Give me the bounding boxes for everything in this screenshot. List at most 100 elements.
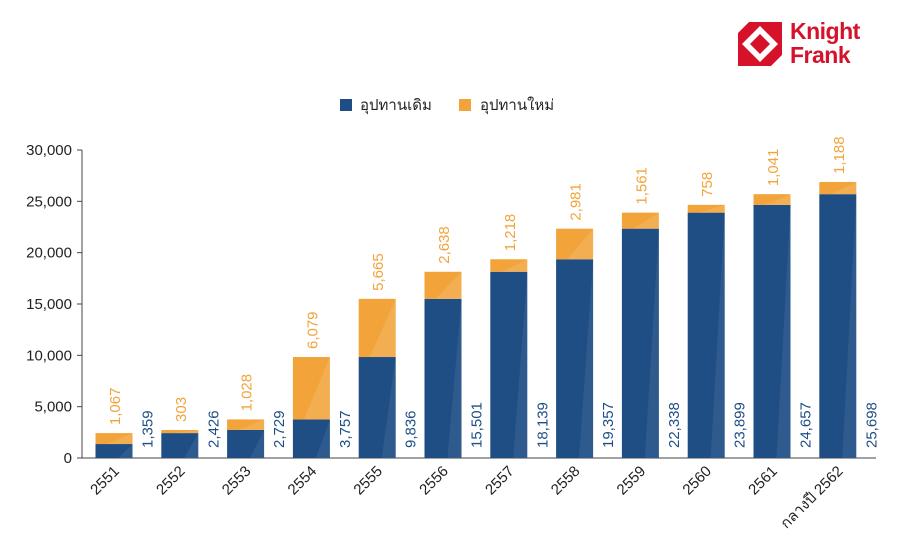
data-label-new: 2,981 xyxy=(568,183,585,221)
bar-existing xyxy=(819,194,857,458)
x-tick-label: 2553 xyxy=(219,463,255,499)
bar-new xyxy=(621,212,659,229)
bar-new-sheen xyxy=(435,271,462,299)
bar-new-sheen xyxy=(501,259,528,272)
bar-new-sheen xyxy=(633,212,659,229)
data-label-existing: 18,139 xyxy=(534,402,551,448)
bar-new xyxy=(490,259,528,272)
bar-new-sheen xyxy=(172,429,199,434)
bar-new-sheen xyxy=(106,433,133,445)
bar-existing-sheen xyxy=(579,259,594,458)
y-tick-label: 20,000 xyxy=(26,245,72,262)
bar-new xyxy=(227,419,265,430)
bar-existing-sheen xyxy=(184,433,199,458)
bar-existing xyxy=(687,212,725,458)
bar-existing-sheen xyxy=(776,204,791,458)
data-label-new: 6,079 xyxy=(304,311,321,349)
x-tick-label: 2559 xyxy=(614,463,650,499)
data-label-new: 5,665 xyxy=(370,253,387,291)
x-tick-label: 2557 xyxy=(482,463,518,499)
bar-new xyxy=(819,181,857,195)
data-label-new: 758 xyxy=(699,172,716,197)
bar-existing-sheen xyxy=(250,429,265,458)
y-tick-label: 25,000 xyxy=(26,193,72,210)
bar-existing-sheen xyxy=(447,298,462,458)
y-tick-label: 10,000 xyxy=(26,347,72,364)
bar-new xyxy=(687,204,725,213)
bar-new xyxy=(161,429,199,434)
bar-existing xyxy=(292,419,330,458)
x-tick-label: กลางปี 2562 xyxy=(777,463,846,532)
x-tick-label: 2558 xyxy=(548,463,584,499)
y-tick-label: 15,000 xyxy=(26,296,72,313)
legend-label-existing: อุปทานเดิม xyxy=(360,96,432,115)
data-label-existing: 1,359 xyxy=(140,410,157,448)
data-label-new: 303 xyxy=(173,397,190,422)
bar-existing-sheen xyxy=(842,194,857,458)
bar-new xyxy=(753,194,791,205)
data-label-existing: 19,357 xyxy=(600,402,617,448)
data-label-existing: 25,698 xyxy=(863,402,880,448)
bar-new-sheen xyxy=(567,228,594,260)
data-label-new: 1,561 xyxy=(633,167,650,205)
bar-existing-sheen xyxy=(644,228,659,458)
bar-existing-sheen xyxy=(381,357,396,458)
logo-wordmark-frank: Frank xyxy=(790,42,851,68)
chart-legend: อุปทานเดิม อุปทานใหม่ xyxy=(340,96,554,115)
bar-existing xyxy=(227,429,265,458)
knight-frank-logo-mark-icon xyxy=(738,22,782,66)
bar-new-sheen xyxy=(764,194,791,205)
chart-bars xyxy=(95,181,857,458)
data-label-existing: 24,657 xyxy=(798,402,815,448)
x-tick-label: 2561 xyxy=(745,463,781,499)
data-label-new: 1,188 xyxy=(831,136,848,174)
knight-frank-logo: Knight Frank xyxy=(736,20,876,72)
bar-existing-sheen xyxy=(710,212,725,458)
logo-wordmark-knight: Knight xyxy=(790,18,860,44)
data-label-new: 1,028 xyxy=(239,374,256,412)
x-tick-label: 2552 xyxy=(153,463,189,499)
bar-new xyxy=(95,433,133,445)
data-label-existing: 22,338 xyxy=(666,402,683,448)
legend-label-new: อุปทานใหม่ xyxy=(480,96,554,115)
bar-existing-sheen xyxy=(118,444,133,458)
data-label-new: 1,041 xyxy=(765,149,782,187)
bar-new xyxy=(556,228,594,260)
x-tick-label: 2555 xyxy=(350,463,386,499)
bar-new-sheen xyxy=(698,204,725,213)
x-tick-label: 2551 xyxy=(87,463,123,499)
x-tick-label: 2556 xyxy=(416,463,452,499)
data-label-new: 1,067 xyxy=(107,388,124,426)
bar-new xyxy=(358,298,396,358)
data-label-existing: 2,426 xyxy=(205,410,222,448)
bar-existing xyxy=(358,357,396,458)
bar-new xyxy=(292,357,330,420)
bar-existing xyxy=(621,228,659,458)
data-label-new: 2,638 xyxy=(436,226,453,264)
chart-axes: 0 5,000 10,000 15,000 20,000 25,000 30,000 xyxy=(26,142,876,467)
data-label-existing: 15,501 xyxy=(469,402,486,448)
x-tick-label: 2560 xyxy=(679,463,715,499)
bar-existing xyxy=(753,204,791,458)
data-label-existing: 9,836 xyxy=(403,410,420,448)
bar-existing xyxy=(95,444,133,458)
bar-existing xyxy=(161,433,199,458)
x-tick-label: 2554 xyxy=(285,463,321,499)
bar-existing-sheen xyxy=(315,419,330,458)
bar-new-sheen xyxy=(369,298,396,358)
data-label-existing: 3,757 xyxy=(337,410,354,448)
bar-new-sheen xyxy=(238,419,265,430)
data-label-existing: 23,899 xyxy=(732,402,749,448)
data-label-new: 1,218 xyxy=(502,214,519,252)
bar-existing xyxy=(490,271,528,458)
bar-existing xyxy=(424,298,462,458)
bar-new-sheen xyxy=(304,357,330,420)
bar-new xyxy=(424,271,462,299)
y-tick-label: 5,000 xyxy=(34,399,72,416)
bar-existing xyxy=(556,259,594,458)
y-tick-label: 0 xyxy=(64,450,72,467)
y-tick-label: 30,000 xyxy=(26,142,72,159)
data-label-existing: 2,729 xyxy=(271,410,288,448)
bar-new-sheen xyxy=(830,181,857,195)
